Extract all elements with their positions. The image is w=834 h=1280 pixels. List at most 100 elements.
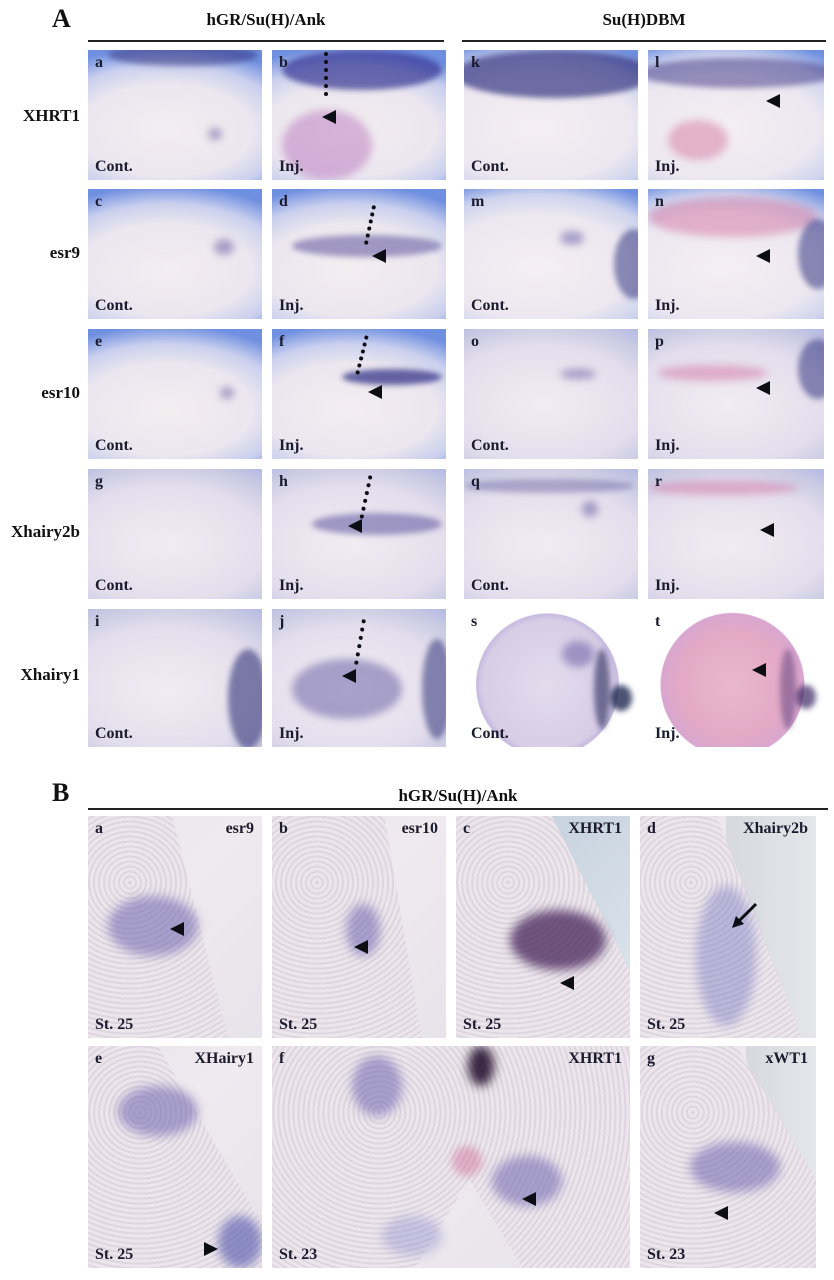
tile-condition: Inj.: [655, 725, 680, 742]
tile-letter: s: [471, 613, 478, 630]
tile-letter: f: [279, 333, 285, 350]
tile-stage: St. 23: [647, 1246, 686, 1263]
tile-letter: b: [279, 54, 288, 71]
dotted-line: [354, 619, 366, 665]
tile-condition: Inj.: [279, 158, 304, 175]
arrowhead-icon: [322, 110, 336, 124]
tile-gene: esr9: [225, 820, 254, 837]
arrowhead-icon: [372, 249, 386, 263]
tile-gene: XHRT1: [568, 820, 622, 837]
panel-a-letter: A: [52, 4, 71, 33]
row-label-xhairy2b: Xhairy2b: [11, 522, 80, 541]
embryo-image-d: d Inj.: [272, 189, 446, 319]
section-image-b: b esr10 St. 25: [272, 816, 446, 1038]
embryo-image-n: n Inj.: [648, 189, 824, 319]
tile-letter: c: [463, 820, 471, 837]
tile-letter: n: [655, 193, 664, 210]
tile-condition: Cont.: [95, 297, 133, 314]
tile-condition: Inj.: [279, 437, 304, 454]
tile-letter: q: [471, 473, 480, 490]
tile-condition: Inj.: [279, 577, 304, 594]
dotted-line: [355, 335, 369, 375]
embryo-image-g: g Cont.: [88, 469, 262, 599]
arrowhead-icon: [760, 523, 774, 537]
tile-letter: g: [647, 1050, 655, 1067]
embryo-image-l: l Inj.: [648, 50, 824, 180]
tile-condition: Inj.: [279, 725, 304, 742]
section-image-e: e XHairy1 St. 25: [88, 1046, 262, 1268]
tile-condition: Cont.: [95, 437, 133, 454]
tile-condition: Inj.: [655, 297, 680, 314]
tile-gene: xWT1: [765, 1050, 808, 1067]
row-label-xhairy1: Xhairy1: [20, 665, 81, 684]
tile-letter: g: [95, 473, 103, 490]
embryo-image-t: t Inj.: [648, 609, 824, 747]
tile-condition: Cont.: [471, 577, 509, 594]
tile-stage: St. 25: [279, 1016, 318, 1033]
tile-stage: St. 25: [463, 1016, 502, 1033]
tile-letter: p: [655, 333, 664, 350]
embryo-image-p: p Inj.: [648, 329, 824, 459]
arrowhead-icon: [522, 1192, 536, 1206]
tile-letter: a: [95, 54, 103, 71]
tile-stage: St. 25: [95, 1246, 134, 1263]
tile-condition: Inj.: [655, 577, 680, 594]
arrowhead-icon: [756, 249, 770, 263]
embryo-image-h: h Inj.: [272, 469, 446, 599]
tile-gene: esr10: [401, 820, 438, 837]
panel-b-title: hGR/Su(H)/Ank: [398, 786, 518, 805]
tile-letter: b: [279, 820, 288, 837]
tile-letter: o: [471, 333, 479, 350]
tile-letter: i: [95, 613, 100, 630]
tile-stage: St. 25: [647, 1016, 686, 1033]
embryo-image-k: k Cont.: [464, 50, 638, 180]
tile-gene: XHRT1: [568, 1050, 622, 1067]
arrowhead-icon: [756, 381, 770, 395]
embryo-image-a: a Cont.: [88, 50, 262, 180]
tile-condition: Cont.: [95, 158, 133, 175]
arrowhead-icon: [714, 1206, 728, 1220]
tile-letter: k: [471, 54, 480, 71]
arrowhead-icon: [348, 519, 362, 533]
tile-condition: Cont.: [95, 725, 133, 742]
group-right-rule: [462, 40, 826, 42]
arrowhead-icon: [204, 1242, 218, 1256]
embryo-image-s: s Cont.: [464, 609, 638, 747]
tile-condition: Cont.: [471, 725, 509, 742]
tile-letter: e: [95, 333, 103, 350]
section-image-a: a esr9 St. 25: [88, 816, 262, 1038]
tile-letter: l: [655, 54, 660, 71]
embryo-image-j: j Inj.: [272, 609, 446, 747]
group-left-rule: [88, 40, 444, 42]
arrowhead-icon: [170, 922, 184, 936]
tile-letter: d: [647, 820, 656, 837]
tile-letter: e: [95, 1050, 103, 1067]
tile-letter: h: [279, 473, 288, 490]
embryo-image-e: e Cont.: [88, 329, 262, 459]
arrowhead-icon: [342, 669, 356, 683]
tile-condition: Inj.: [655, 158, 680, 175]
tile-letter: a: [95, 820, 103, 837]
embryo-image-q: q Cont.: [464, 469, 638, 599]
section-image-c: c XHRT1 St. 25: [456, 816, 630, 1038]
arrowhead-icon: [354, 940, 368, 954]
tile-gene: Xhairy2b: [743, 820, 808, 837]
group-right-title: Su(H)DBM: [602, 10, 686, 29]
panel-b-letter: B: [52, 778, 70, 807]
group-left-title: hGR/Su(H)/Ank: [206, 10, 326, 29]
arrowhead-icon: [368, 385, 382, 399]
tile-letter: j: [279, 613, 285, 630]
row-label-xhrt1: XHRT1: [22, 106, 80, 125]
embryo-image-o: o Cont.: [464, 329, 638, 459]
embryo-image-c: c Cont.: [88, 189, 262, 319]
tile-stage: St. 25: [95, 1016, 134, 1033]
tile-condition: Cont.: [471, 158, 509, 175]
tile-letter: f: [279, 1050, 285, 1067]
tile-gene: XHairy1: [194, 1050, 254, 1067]
tile-letter: r: [655, 473, 663, 490]
tile-letter: d: [279, 193, 288, 210]
embryo-image-i: i Cont.: [88, 609, 262, 747]
embryo-image-f: f Inj.: [272, 329, 446, 459]
row-label-esr10: esr10: [41, 383, 80, 402]
section-image-d: d Xhairy2b St. 25: [640, 816, 816, 1038]
